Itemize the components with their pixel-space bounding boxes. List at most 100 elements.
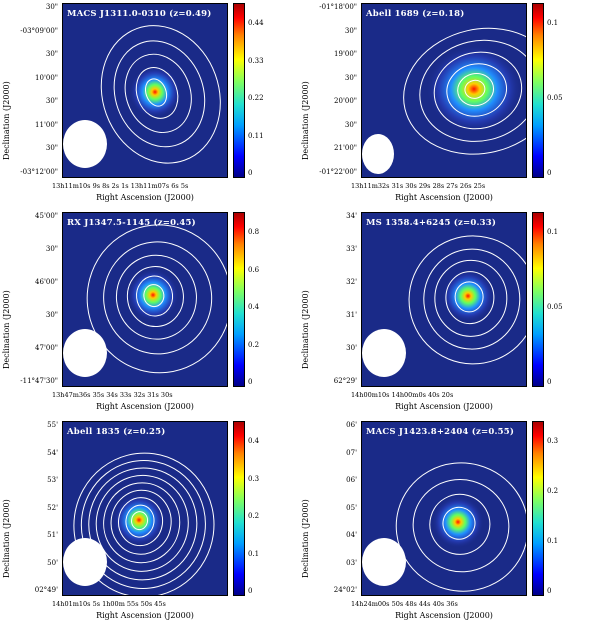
emission-peak <box>442 270 494 322</box>
y-tick-label: 52' <box>47 503 58 512</box>
colorbar-tick: 0 <box>248 169 253 177</box>
y-tick-label: 21'00" <box>334 144 357 153</box>
y-tick-label: 30" <box>344 120 357 129</box>
y-tick-label: 30" <box>45 311 58 319</box>
y-axis-label: Declination (J2000) <box>301 290 310 369</box>
y-tick-label: 20'00" <box>334 97 357 106</box>
y-tick-label: 30" <box>45 3 58 11</box>
x-tick-labels: 13h47m36s 35s 34s 33s 32s 31s 30s <box>52 391 173 399</box>
contour-line <box>445 271 495 325</box>
y-tick-label: 24°02' <box>333 586 357 594</box>
y-tick-label: 02°49' <box>34 586 58 594</box>
sky-map: MS 1358.4+6245 (z=0.33) <box>361 212 527 387</box>
colorbar-tick: 0.22 <box>248 94 264 102</box>
cluster-label: RX J1347.5-1145 (z=0.45) <box>67 218 196 228</box>
y-tick-label: 03' <box>346 558 357 567</box>
y-tick-label: 30' <box>346 344 357 352</box>
x-tick-labels: 14h01m10s 5s 1h00m 55s 50s 45s <box>52 600 166 608</box>
y-tick-label: 06' <box>346 476 357 484</box>
sky-map: Abell 1689 (z=0.18) <box>361 3 527 178</box>
beam-ellipse <box>63 538 107 586</box>
x-tick-labels: 13h11m10s 9s 8s 2s 1s 13h11m07s 6s 5s <box>52 182 189 190</box>
y-axis-label: Declination (J2000) <box>2 290 11 369</box>
sky-map: RX J1347.5-1145 (z=0.45) <box>62 212 228 387</box>
contour-line <box>442 506 476 540</box>
colorbar-tick: 0 <box>547 378 552 386</box>
contour-line <box>124 53 192 134</box>
y-tick-label: 30" <box>45 245 58 253</box>
contour-line <box>408 235 526 365</box>
contour-line <box>434 259 508 337</box>
y-tick-label: -01°18'00" <box>319 3 357 11</box>
cluster-panel: Abell 1689 (z=0.18) 0.1 0.05 0 -01°18'00" 30"… <box>299 0 598 209</box>
y-tick-label: 53' <box>47 476 58 484</box>
colorbar-tick: 0.3 <box>248 474 260 483</box>
x-tick-labels: 14h24m00s 50s 48s 44s 40s 36s <box>351 600 458 608</box>
y-axis-label: Declination (J2000) <box>2 81 11 160</box>
colorbar-tick: 0.6 <box>248 265 260 274</box>
y-tick-label: 11'00" <box>35 120 58 129</box>
x-axis-label: Right Ascension (J2000) <box>395 193 493 202</box>
contour-line <box>464 79 486 99</box>
cluster-label: MACS J1423.8+2404 (z=0.55) <box>366 427 515 437</box>
y-tick-label: -03°12'00" <box>20 168 58 176</box>
cluster-panel: RX J1347.5-1145 (z=0.45) 0.8 0.6 0.4 0.2 0 45'… <box>0 209 299 418</box>
contour-line <box>429 493 491 555</box>
colorbar-tick: 0.3 <box>547 437 559 445</box>
beam-ellipse <box>362 134 394 174</box>
y-axis-label: Declination (J2000) <box>2 499 11 578</box>
cluster-label: MACS J1311.0-0310 (z=0.49) <box>67 9 212 19</box>
contour-line <box>403 27 526 155</box>
colorbar <box>233 3 245 178</box>
contour-line <box>125 504 155 538</box>
contour-line <box>412 479 510 573</box>
colorbar-tick: 0.11 <box>248 131 264 140</box>
x-axis-label: Right Ascension (J2000) <box>395 402 493 411</box>
x-axis-label: Right Ascension (J2000) <box>96 193 194 202</box>
y-tick-label: 45'00" <box>35 212 58 220</box>
beam-ellipse <box>362 329 406 377</box>
colorbar-tick: 0.33 <box>248 56 264 65</box>
contour-line <box>136 275 174 317</box>
x-axis-label: Right Ascension (J2000) <box>395 611 493 620</box>
contour-line <box>118 497 164 547</box>
y-tick-label: 55' <box>47 421 58 429</box>
contour-line <box>110 489 172 555</box>
y-tick-label: 54' <box>47 448 58 457</box>
y-tick-label: 31' <box>346 311 357 319</box>
beam-ellipse <box>63 120 107 168</box>
x-axis-label: Right Ascension (J2000) <box>96 402 194 411</box>
y-axis-label: Declination (J2000) <box>301 499 310 578</box>
y-tick-label: 30" <box>45 50 58 59</box>
y-tick-label: 62°29' <box>333 377 357 385</box>
contour-line <box>88 467 198 581</box>
colorbar-tick: 0 <box>547 169 552 177</box>
y-tick-label: 19'00" <box>334 50 357 59</box>
y-tick-label: 10'00" <box>35 73 58 82</box>
contour-line <box>86 224 227 374</box>
contour-line <box>395 462 526 592</box>
colorbar-tick: 0.1 <box>248 549 260 558</box>
colorbar-tick: 0 <box>248 378 253 386</box>
cluster-label: MS 1358.4+6245 (z=0.33) <box>366 218 497 228</box>
contour-line <box>454 281 484 313</box>
colorbar-tick: 0.2 <box>248 512 260 520</box>
colorbar <box>532 3 544 178</box>
y-axis-label: Declination (J2000) <box>301 81 310 160</box>
x-tick-labels: 14h00m10s 14h00m0s 40s 20s <box>351 391 454 399</box>
cluster-panel: MACS J1423.8+2404 (z=0.55) 0.3 0.2 0.1 0 06' 0… <box>299 418 598 627</box>
colorbar-tick: 0.1 <box>547 537 559 545</box>
cluster-panel: MS 1358.4+6245 (z=0.33) 0.1 0.05 0 34' 33' 32'… <box>299 209 598 418</box>
emission-peak <box>113 494 165 546</box>
sky-map: Abell 1835 (z=0.25) <box>62 421 228 596</box>
y-tick-label: 47'00" <box>35 344 58 352</box>
contour-line <box>80 460 206 589</box>
y-tick-label: 06' <box>346 421 357 429</box>
emission-peak <box>432 496 484 548</box>
y-tick-label: 51' <box>47 531 58 539</box>
y-tick-label: 30" <box>344 26 357 35</box>
contour-line <box>143 284 165 308</box>
sky-map: MACS J1311.0-0310 (z=0.49) <box>62 3 228 178</box>
contour-line <box>419 39 526 142</box>
contour-line <box>126 266 184 328</box>
